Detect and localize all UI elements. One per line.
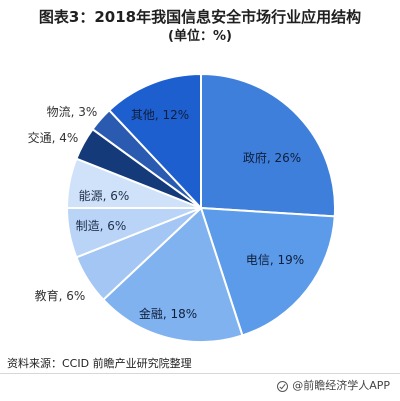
chart-title: 图表3：2018年我国信息安全市场行业应用结构	[38, 8, 362, 26]
slice-label-2: 电信, 19%	[246, 253, 304, 267]
slice-label-1: 政府, 26%	[243, 150, 301, 165]
brand-text: @前瞻经济学人APP	[292, 379, 390, 392]
slice-label-8: 物流, 3%	[47, 105, 98, 119]
slice-label-7: 交通, 4%	[28, 130, 79, 145]
pie-slice-3	[101, 206, 244, 343]
source-note: 资料来源：CCID 前瞻产业研究院整理	[7, 357, 192, 370]
footer-divider	[0, 373, 400, 374]
chart-subtitle: (单位：%)	[168, 29, 232, 44]
pie-slice-2	[199, 206, 336, 337]
pie-slice-1	[200, 72, 336, 218]
brand-logo-icon	[277, 380, 289, 392]
slice-label-6: 能源, 6%	[79, 189, 130, 203]
slice-label-9: 其他, 12%	[131, 108, 189, 122]
pie-chart: 政府, 26% 电信, 19% 金融, 18% 教育, 6% 制造, 6% 能源, 6% 交…	[28, 72, 336, 343]
slice-label-4: 教育, 6%	[35, 288, 86, 303]
brand-footer: @前瞻经济学人APP	[277, 379, 390, 393]
slice-label-3: 金融, 18%	[139, 306, 197, 321]
slice-label-5: 制造, 6%	[76, 219, 127, 233]
pie-slice-9	[107, 72, 202, 211]
